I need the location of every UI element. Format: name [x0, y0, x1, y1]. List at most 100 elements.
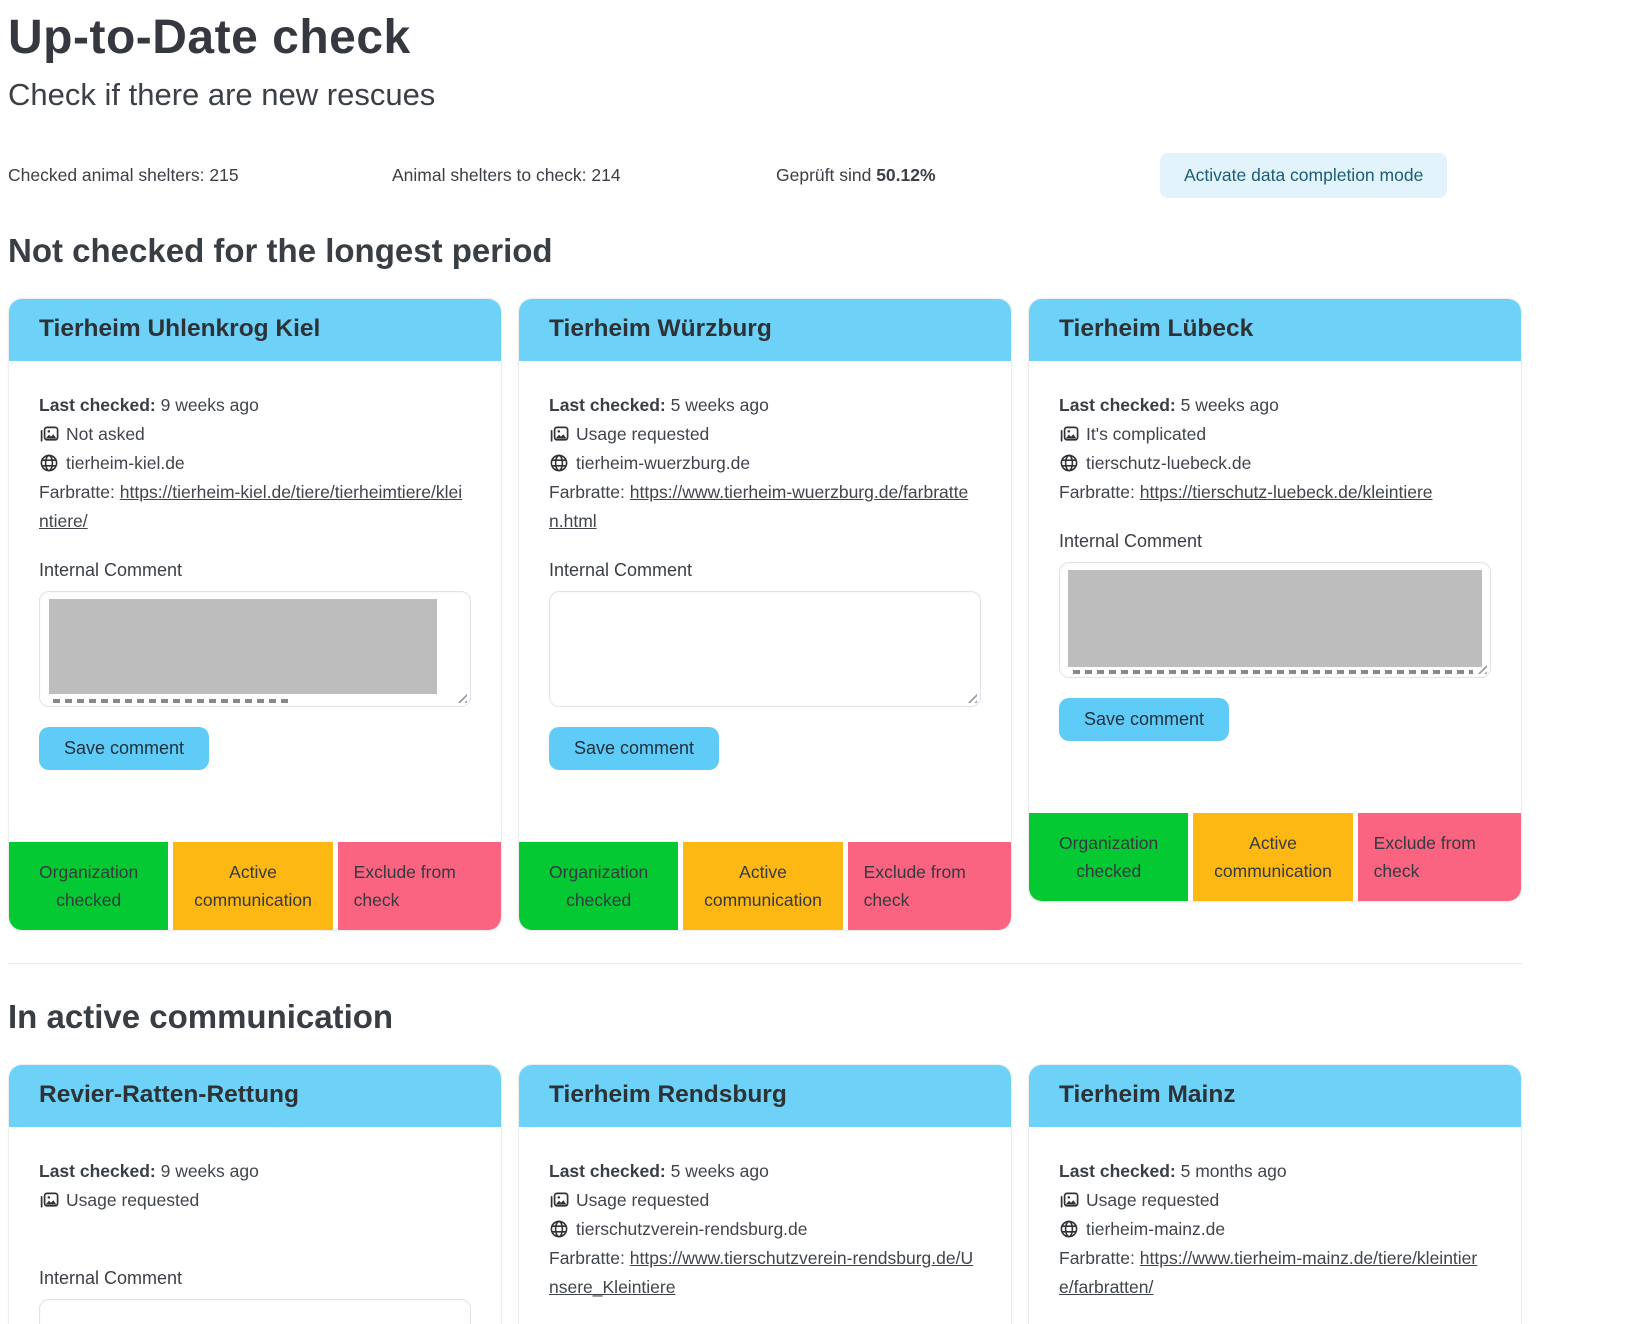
shelter-card: Tierheim Mainz Last checked: 5 months ag…	[1028, 1064, 1522, 1324]
stats-row: Checked animal shelters: 215 Animal shel…	[8, 153, 1522, 198]
active-communication-button[interactable]: Active communication	[1193, 813, 1353, 901]
page: Up-to-Date check Check if there are new …	[8, 11, 1522, 1324]
status-line: Usage requested	[1059, 1186, 1491, 1215]
farbratte-line: Farbratte: https://www.tierschutzverein-…	[549, 1248, 974, 1297]
status-text: Usage requested	[576, 1190, 710, 1210]
comment-textarea[interactable]	[39, 1299, 471, 1324]
status-line: It's complicated	[1059, 420, 1491, 449]
comment-textarea[interactable]	[549, 591, 981, 707]
exclude-from-check-button[interactable]: Exclude from check	[847, 842, 1011, 930]
status-text: It's complicated	[1086, 424, 1207, 444]
save-comment-button[interactable]: Save comment	[1059, 698, 1230, 741]
shelter-card: Tierheim Uhlenkrog Kiel Last checked: 9 …	[8, 298, 502, 931]
comment-textarea[interactable]	[39, 591, 471, 707]
status-text: Usage requested	[576, 424, 710, 444]
card-title: Tierheim Rendsburg	[519, 1065, 1011, 1127]
active-communication-button[interactable]: Active communication	[173, 842, 333, 930]
internal-comment-label: Internal Comment	[549, 560, 693, 580]
organization-checked-button[interactable]: Organization checked	[9, 842, 169, 930]
website-text: tierheim-kiel.de	[66, 453, 185, 473]
globe-icon	[1060, 454, 1078, 472]
status-text: Usage requested	[1086, 1190, 1220, 1210]
internal-comment-label: Internal Comment	[39, 560, 183, 580]
section-heading-not-checked: Not checked for the longest period	[8, 232, 553, 269]
organization-checked-button[interactable]: Organization checked	[519, 842, 679, 930]
farbratte-link[interactable]: https://www.tierschutzverein-rendsburg.d…	[549, 1248, 974, 1297]
last-checked-line: Last checked: 9 weeks ago	[39, 1161, 259, 1181]
internal-comment-label: Internal Comment	[39, 1268, 183, 1288]
website-line: tierheim-wuerzburg.de	[549, 449, 981, 478]
website-text: tierheim-mainz.de	[1086, 1219, 1226, 1239]
globe-icon	[1060, 1220, 1078, 1238]
textarea-resize-handle[interactable]	[964, 690, 977, 703]
last-checked-line: Last checked: 5 weeks ago	[1059, 395, 1279, 415]
exclude-from-check-button[interactable]: Exclude from check	[1357, 813, 1521, 901]
page-subtitle: Check if there are new rescues	[8, 77, 436, 112]
redacted-text-sliver	[53, 699, 290, 703]
redaction-overlay	[1068, 570, 1482, 667]
card-title: Tierheim Uhlenkrog Kiel	[9, 299, 501, 361]
activate-data-completion-button[interactable]: Activate data completion mode	[1160, 153, 1448, 198]
farbratte-link[interactable]: https://tierheim-kiel.de/tiere/tierheimt…	[39, 482, 463, 531]
stat-checked-shelters: Checked animal shelters: 215	[8, 165, 239, 185]
section-divider	[8, 963, 1522, 964]
status-line: Usage requested	[39, 1186, 471, 1215]
website-text: tierschutz-luebeck.de	[1086, 453, 1252, 473]
images-icon	[40, 426, 59, 442]
farbratte-line: Farbratte: https://www.tierheim-mainz.de…	[1059, 1248, 1478, 1297]
website-line: tierschutzverein-rendsburg.de	[549, 1215, 981, 1244]
exclude-from-check-button[interactable]: Exclude from check	[337, 842, 501, 930]
redaction-overlay	[49, 599, 437, 694]
website-line: tierheim-mainz.de	[1059, 1215, 1491, 1244]
save-comment-button[interactable]: Save comment	[549, 727, 720, 770]
card-footer: Organization checked Active communicatio…	[1029, 813, 1521, 901]
internal-comment-label: Internal Comment	[1059, 531, 1203, 551]
farbratte-line: Farbratte: https://www.tierheim-wuerzbur…	[549, 482, 969, 531]
last-checked-line: Last checked: 5 weeks ago	[549, 1161, 769, 1181]
card-title: Tierheim Lübeck	[1029, 299, 1521, 361]
cards-grid-active-communication: Revier-Ratten-Rettung Last checked: 9 we…	[8, 1064, 1522, 1324]
images-icon	[1060, 1192, 1079, 1208]
redacted-text-sliver	[1073, 670, 1473, 674]
farbratte-line: Farbratte: https://tierheim-kiel.de/tier…	[39, 482, 463, 531]
globe-icon	[550, 454, 568, 472]
images-icon	[40, 1192, 59, 1208]
shelter-card: Tierheim Lübeck Last checked: 5 weeks ag…	[1028, 298, 1522, 902]
farbratte-link[interactable]: https://www.tierheim-mainz.de/tiere/klei…	[1059, 1248, 1478, 1297]
comment-textarea[interactable]	[1059, 562, 1491, 678]
card-footer: Organization checked Active communicatio…	[9, 842, 501, 930]
farbratte-link[interactable]: https://tierschutz-luebeck.de/kleintiere	[1139, 482, 1433, 502]
textarea-resize-handle[interactable]	[454, 690, 467, 703]
website-text: tierschutzverein-rendsburg.de	[576, 1219, 808, 1239]
images-icon	[550, 1192, 569, 1208]
card-footer: Organization checked Active communicatio…	[519, 842, 1011, 930]
images-icon	[1060, 426, 1079, 442]
page-title: Up-to-Date check	[8, 11, 411, 64]
status-text: Usage requested	[66, 1190, 200, 1210]
globe-icon	[550, 1220, 568, 1238]
card-title: Tierheim Würzburg	[519, 299, 1011, 361]
shelter-card: Tierheim Würzburg Last checked: 5 weeks …	[518, 298, 1012, 931]
farbratte-line: Farbratte: https://tierschutz-luebeck.de…	[1059, 482, 1433, 502]
status-line: Not asked	[39, 420, 471, 449]
stat-checked-percent: Geprüft sind 50.12%	[776, 165, 936, 185]
farbratte-link[interactable]: https://www.tierheim-wuerzburg.de/farbra…	[549, 482, 969, 531]
status-line: Usage requested	[549, 420, 981, 449]
last-checked-line: Last checked: 9 weeks ago	[39, 395, 259, 415]
website-line: tierheim-kiel.de	[39, 449, 471, 478]
stat-shelters-to-check: Animal shelters to check: 214	[392, 165, 621, 185]
card-title: Revier-Ratten-Rettung	[9, 1065, 501, 1127]
organization-checked-button[interactable]: Organization checked	[1029, 813, 1189, 901]
cards-grid-not-checked: Tierheim Uhlenkrog Kiel Last checked: 9 …	[8, 298, 1522, 931]
shelter-card: Revier-Ratten-Rettung Last checked: 9 we…	[8, 1064, 502, 1324]
section-heading-active-communication: In active communication	[8, 998, 394, 1035]
globe-icon	[40, 454, 58, 472]
card-title: Tierheim Mainz	[1029, 1065, 1521, 1127]
save-comment-button[interactable]: Save comment	[39, 727, 210, 770]
last-checked-line: Last checked: 5 weeks ago	[549, 395, 769, 415]
active-communication-button[interactable]: Active communication	[683, 842, 843, 930]
shelter-card: Tierheim Rendsburg Last checked: 5 weeks…	[518, 1064, 1012, 1324]
website-line: tierschutz-luebeck.de	[1059, 449, 1491, 478]
status-text: Not asked	[66, 424, 145, 444]
images-icon	[550, 426, 569, 442]
